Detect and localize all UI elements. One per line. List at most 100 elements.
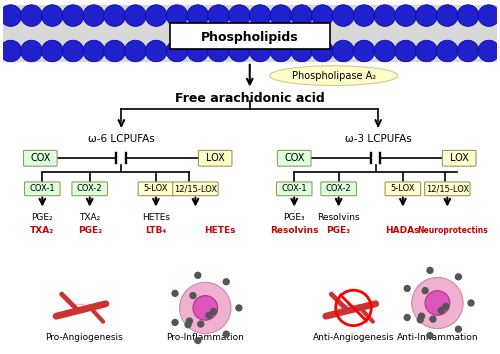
Circle shape: [416, 40, 438, 62]
Text: 5-LOX: 5-LOX: [390, 184, 415, 193]
Circle shape: [395, 40, 416, 62]
Circle shape: [395, 5, 416, 27]
Text: 5-LOX: 5-LOX: [144, 184, 168, 193]
Circle shape: [332, 40, 354, 62]
Text: Anti-Inflammation: Anti-Inflammation: [396, 333, 478, 342]
Circle shape: [224, 331, 229, 337]
Text: TXA₂: TXA₂: [30, 225, 54, 235]
Text: COX-2: COX-2: [77, 184, 102, 193]
FancyBboxPatch shape: [321, 182, 356, 196]
Circle shape: [478, 5, 500, 27]
Circle shape: [457, 5, 479, 27]
Text: PGE₃: PGE₃: [284, 213, 305, 222]
Text: Pro-Angiogenesis: Pro-Angiogenesis: [45, 333, 122, 342]
Circle shape: [456, 326, 462, 332]
Circle shape: [124, 5, 146, 27]
Circle shape: [418, 313, 424, 319]
Text: Resolvins: Resolvins: [318, 213, 360, 222]
Text: COX-1: COX-1: [282, 184, 307, 193]
Text: HETEs: HETEs: [142, 213, 170, 222]
Circle shape: [187, 5, 208, 27]
Text: COX-1: COX-1: [30, 184, 55, 193]
Circle shape: [422, 288, 428, 293]
Circle shape: [404, 286, 410, 291]
Text: LOX: LOX: [450, 153, 468, 163]
Circle shape: [186, 318, 192, 324]
Text: Resolvins: Resolvins: [270, 225, 318, 235]
Circle shape: [146, 40, 167, 62]
Circle shape: [430, 316, 436, 322]
FancyBboxPatch shape: [3, 5, 496, 62]
Text: 12/15-LOX: 12/15-LOX: [174, 184, 217, 193]
Circle shape: [374, 40, 396, 62]
FancyBboxPatch shape: [424, 182, 470, 196]
Text: Free arachidonic acid: Free arachidonic acid: [175, 92, 324, 105]
Circle shape: [104, 40, 126, 62]
Circle shape: [353, 5, 375, 27]
Text: COX: COX: [30, 153, 50, 163]
Circle shape: [412, 278, 463, 329]
Circle shape: [195, 338, 201, 343]
Text: ω-6 LCPUFAs: ω-6 LCPUFAs: [88, 133, 154, 144]
Circle shape: [228, 40, 250, 62]
FancyBboxPatch shape: [276, 182, 312, 196]
Circle shape: [83, 5, 104, 27]
Circle shape: [206, 313, 212, 318]
Circle shape: [210, 308, 216, 314]
Circle shape: [436, 40, 458, 62]
Circle shape: [198, 321, 203, 327]
Circle shape: [332, 5, 354, 27]
Circle shape: [0, 40, 22, 62]
Circle shape: [20, 40, 42, 62]
Circle shape: [166, 40, 188, 62]
Circle shape: [427, 267, 433, 273]
Circle shape: [468, 300, 474, 306]
Text: Anti-Angiogenesis: Anti-Angiogenesis: [312, 333, 394, 342]
Circle shape: [404, 315, 410, 320]
Ellipse shape: [270, 66, 398, 85]
FancyBboxPatch shape: [72, 182, 108, 196]
FancyBboxPatch shape: [24, 150, 57, 166]
Text: PGE₃: PGE₃: [326, 225, 350, 235]
Text: Pro-Inflammation: Pro-Inflammation: [166, 333, 244, 342]
Circle shape: [427, 333, 433, 338]
Text: LOX: LOX: [206, 153, 225, 163]
Circle shape: [146, 5, 167, 27]
Circle shape: [104, 5, 126, 27]
FancyBboxPatch shape: [170, 23, 330, 49]
Circle shape: [195, 272, 201, 278]
Text: Phospholipase A₂: Phospholipase A₂: [292, 70, 376, 81]
Text: ω-3 LCPUFAs: ω-3 LCPUFAs: [345, 133, 412, 144]
Circle shape: [62, 40, 84, 62]
Circle shape: [291, 5, 312, 27]
Circle shape: [270, 5, 292, 27]
Circle shape: [416, 5, 438, 27]
Text: LTB₄: LTB₄: [146, 225, 167, 235]
Text: HADAs: HADAs: [386, 225, 420, 235]
Circle shape: [193, 296, 218, 320]
FancyBboxPatch shape: [172, 182, 218, 196]
Text: COX-2: COX-2: [326, 184, 351, 193]
Circle shape: [250, 40, 271, 62]
Circle shape: [190, 293, 196, 298]
FancyBboxPatch shape: [385, 182, 420, 196]
Circle shape: [443, 304, 449, 309]
Circle shape: [353, 40, 375, 62]
Text: TXA₂: TXA₂: [79, 213, 100, 222]
Text: 12/15-LOX: 12/15-LOX: [426, 184, 469, 193]
FancyBboxPatch shape: [442, 150, 476, 166]
Text: PGE₂: PGE₂: [78, 225, 102, 235]
FancyBboxPatch shape: [24, 182, 60, 196]
Circle shape: [20, 5, 42, 27]
Text: Neuroprotectins: Neuroprotectins: [417, 225, 488, 235]
FancyBboxPatch shape: [278, 150, 311, 166]
Circle shape: [42, 40, 63, 62]
Circle shape: [438, 308, 444, 313]
Circle shape: [270, 40, 292, 62]
Circle shape: [456, 274, 462, 280]
Text: COX: COX: [284, 153, 304, 163]
FancyBboxPatch shape: [138, 182, 173, 196]
Circle shape: [236, 305, 242, 311]
Circle shape: [457, 40, 479, 62]
Circle shape: [291, 40, 312, 62]
